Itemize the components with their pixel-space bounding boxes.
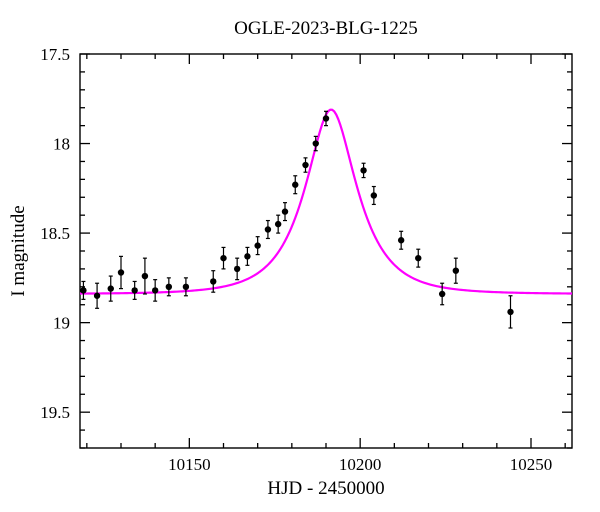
svg-text:10200: 10200 [339,455,382,474]
svg-text:18: 18 [53,135,70,154]
svg-text:18.5: 18.5 [40,224,70,243]
y-axis-label: I magnitude [8,205,29,296]
svg-text:17.5: 17.5 [40,45,70,64]
svg-text:19: 19 [53,314,70,333]
error-bars [81,111,512,328]
lightcurve-chart: OGLE-2023-BLG-1225 HJD - 2450000 I magni… [0,0,600,512]
tick-labels: 10150 10200 10250 17.5 18 18.5 19 19.5 [40,45,552,474]
svg-text:10150: 10150 [168,455,211,474]
x-axis-label: HJD - 2450000 [267,478,384,499]
svg-text:19.5: 19.5 [40,403,70,422]
chart-title: OGLE-2023-BLG-1225 [234,18,418,39]
svg-text:10250: 10250 [510,455,553,474]
model-curve [80,110,572,294]
